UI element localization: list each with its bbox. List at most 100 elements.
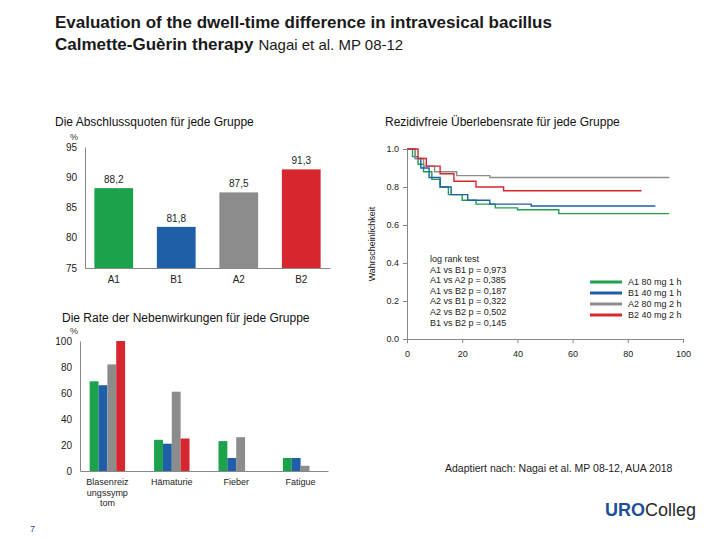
bar: [154, 440, 163, 471]
x-axis: Blasenreizungssymptom Hämaturie Fieber Fati…: [81, 471, 329, 508]
x-axis: A1B1A2B2: [86, 268, 331, 285]
tick-label: Hämaturie: [151, 477, 193, 487]
tick-label: 40: [513, 349, 523, 359]
plot-area: [90, 341, 310, 471]
y-axis: 020406080100: [55, 336, 80, 477]
annotation: A1 vs B2 p = 0,187: [430, 286, 506, 296]
tick-mark: [573, 339, 574, 343]
panel-title: Die Rate der Nebenwirkungen für jede Gru…: [62, 311, 310, 325]
bar: [181, 439, 190, 472]
title-line: Evaluation of the dwell-time difference …: [55, 13, 552, 32]
tick-mark: [403, 339, 407, 340]
tick-label: 100: [676, 349, 691, 359]
tick: 95: [66, 142, 85, 153]
data-label: 87,5: [229, 178, 249, 189]
tick-label: 60: [61, 388, 73, 399]
tick: 100: [55, 336, 80, 347]
axis-line: [85, 148, 86, 269]
tick: 0: [405, 339, 410, 359]
tick: A2: [233, 268, 246, 285]
tick-mark: [517, 339, 518, 343]
tick: 40: [513, 339, 523, 359]
bar: [309, 471, 318, 472]
bar: [90, 381, 99, 471]
bar: [292, 458, 301, 471]
bar: [172, 392, 181, 471]
tick: B2: [295, 268, 308, 285]
annotation: A1 vs B1 p = 0,973: [430, 265, 506, 275]
tick-mark: [462, 339, 463, 343]
tick: 80: [61, 362, 80, 373]
panel-title: Die Abschlussquoten für jede Gruppe: [55, 115, 254, 129]
annotation: A2 vs B1 p = 0,322: [430, 296, 506, 306]
tick-label: 60: [568, 349, 578, 359]
logo-part: URO: [605, 500, 645, 520]
y-unit: %: [70, 132, 78, 142]
logo-part: Colleg: [645, 500, 696, 520]
tick: 80: [66, 232, 85, 243]
tick-label: B2: [295, 274, 308, 285]
bar: [116, 341, 125, 471]
y-axis: 75 80 85 90 95: [66, 142, 86, 274]
tick-label: 80: [623, 349, 633, 359]
tick-mark: [403, 263, 407, 264]
tick: 0.0: [386, 334, 407, 344]
source-note: Adaptiert nach: Nagai et al. MP 08-12, A…: [445, 462, 673, 474]
tick-label: 85: [66, 202, 78, 213]
tick-mark: [407, 339, 408, 343]
page-number: 7: [30, 524, 35, 534]
tick: Fieber: [223, 471, 249, 487]
tick: Fatigue: [286, 471, 316, 487]
bar: [282, 169, 321, 268]
tick-mark: [628, 339, 629, 343]
tick: 1.0: [386, 144, 407, 154]
axis-line: [80, 342, 81, 472]
tick-mark: [403, 301, 407, 302]
tick-label: 95: [66, 142, 78, 153]
tick: Hämaturie: [151, 471, 193, 487]
annotation: A1 vs A2 p = 0,385: [430, 275, 506, 285]
bar: [245, 471, 254, 472]
legend-swatch: [590, 292, 622, 295]
annotation: A2 vs B2 p = 0,502: [430, 307, 506, 317]
data-label: 88,2: [104, 174, 124, 185]
y-axis-title: Wahrscheinlichkeit: [367, 206, 377, 281]
tick: 80: [623, 339, 633, 359]
tick-label: 80: [61, 362, 73, 373]
tick-label: 90: [66, 172, 78, 183]
tick: A1: [108, 268, 121, 285]
series: [99, 385, 301, 471]
tick-mark: [403, 149, 407, 150]
legend-label: A1 80 mg 1 h: [628, 277, 682, 287]
tick-label: 40: [61, 414, 73, 425]
legend-swatch: [590, 314, 622, 317]
tick: 75: [66, 263, 85, 274]
tick-label: Blasenreizungssymptom: [86, 477, 129, 508]
bar: [99, 385, 108, 471]
x-axis: 020406080100: [405, 339, 691, 359]
legend: A1 80 mg 1 hB1 40 mg 1 hA2 80 mg 2 hB2 4…: [590, 277, 682, 320]
series: [107, 364, 309, 471]
legend-label: B1 40 mg 1 h: [628, 288, 682, 298]
y-axis: 0.00.20.40.60.81.0: [386, 144, 407, 344]
tick: 85: [66, 202, 85, 213]
tick: 0.4: [386, 258, 407, 268]
axis-line: [86, 268, 331, 269]
tick-label: 1.0: [386, 144, 399, 154]
legend-label: B2 40 mg 2 h: [628, 310, 682, 320]
tick: 60: [61, 388, 80, 399]
tick: 0: [66, 466, 80, 477]
tick-label: A2: [233, 274, 246, 285]
bar: [157, 227, 196, 268]
bar: [94, 188, 133, 268]
y-unit: %: [70, 326, 78, 336]
tick-mark: [403, 187, 407, 188]
tick: 90: [66, 172, 85, 183]
annotation: log rank test: [430, 254, 480, 264]
tick: 100: [676, 339, 691, 359]
slide-title: Evaluation of the dwell-time difference …: [55, 13, 552, 54]
data-labels: 88,281,887,591,3: [104, 155, 311, 223]
legend-label: A2 80 mg 2 h: [628, 299, 682, 309]
legend-swatch: [590, 281, 622, 284]
annotation: B1 vs B2 p = 0,145: [430, 318, 506, 328]
